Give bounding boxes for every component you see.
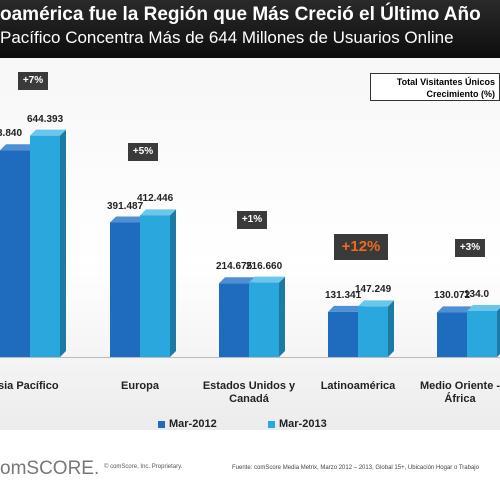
data-label: 134.0 — [464, 288, 490, 300]
bar-chart — [0, 129, 500, 358]
brand-logo: omSCORE. — [0, 458, 100, 479]
category-label-line: Europa — [121, 380, 159, 392]
bar — [30, 135, 60, 357]
bar-top — [437, 306, 473, 313]
legend-label-series1: Mar-2012 — [169, 418, 217, 430]
page-title: oamérica fue la Región que Más Creció el… — [0, 4, 481, 25]
copyright-text: © comScore, Inc. Proprietary. — [104, 464, 183, 470]
bar — [140, 215, 170, 357]
growth-badge: +3% — [455, 238, 485, 257]
bar-top — [249, 276, 285, 283]
data-label: 147.249 — [355, 284, 392, 296]
bar — [328, 311, 358, 357]
category-label-line: Canadá — [229, 393, 269, 405]
bar-top — [140, 209, 176, 216]
category-label: Estados Unidos y Canadá — [194, 380, 304, 406]
legend-item-series1: Mar-2012 — [158, 418, 217, 430]
bar-side — [279, 276, 285, 357]
growth-badge: +12% — [334, 234, 388, 261]
category-label: Medio Oriente - África — [410, 380, 500, 406]
bar — [0, 150, 30, 357]
category-label-line: Latinoamérica — [320, 380, 396, 392]
bar — [110, 222, 140, 357]
page-subtitle: Pacífico Concentra Más de 644 Millones d… — [0, 28, 454, 47]
bar-side — [497, 307, 500, 357]
bar — [467, 310, 497, 357]
growth-badge: +1% — [237, 210, 267, 229]
legend-item-series2: Mar-2013 — [268, 418, 327, 430]
bar-side — [388, 300, 394, 357]
bar-top — [467, 304, 500, 311]
bar — [249, 282, 279, 357]
category-label-line: Medio Oriente - — [419, 380, 500, 392]
category-label-line: sia Pacífico — [0, 380, 59, 392]
legend-swatch-series1 — [158, 420, 165, 428]
growth-badge: +5% — [128, 143, 158, 162]
category-label: sia Pacífico — [0, 380, 78, 393]
header-banner: oamérica fue la Región que Más Creció el… — [0, 0, 500, 58]
bar-top — [110, 216, 146, 223]
bar-top — [358, 300, 394, 307]
bar-top — [30, 129, 66, 136]
bar-top — [219, 277, 255, 284]
data-label: 216.660 — [246, 260, 283, 272]
legend-box-line2: Crecimiento (%) — [426, 89, 495, 99]
data-label: 130.072 — [434, 290, 471, 302]
legend-box-line1: Total Visitantes Únicos — [396, 77, 495, 87]
category-label-line: África — [444, 393, 476, 405]
category-label-line: Estados Unidos y — [202, 380, 296, 392]
data-label: 644.393 — [27, 113, 64, 125]
bar-side — [170, 209, 176, 357]
bar-side — [60, 129, 66, 357]
footer: omSCORE. © comScore, Inc. Proprietary. F… — [0, 452, 500, 484]
data-label: 391.487 — [107, 200, 144, 212]
data-label: 3.840 — [0, 128, 23, 140]
bar — [219, 283, 249, 357]
data-label: 412.446 — [137, 193, 174, 205]
chart-panel — [0, 58, 500, 430]
legend-swatch-series2 — [268, 420, 275, 428]
legend-label-series2: Mar-2013 — [279, 418, 327, 430]
bar-top — [0, 144, 36, 151]
category-label: Latinoamérica — [303, 380, 413, 393]
source-text: Fuente: comScore Media Metrix, Marzo 201… — [232, 465, 479, 471]
category-label: Europa — [85, 380, 195, 393]
bar — [437, 312, 467, 357]
data-label: 131.341 — [325, 289, 362, 301]
data-label: 214.675 — [216, 261, 253, 273]
bar — [358, 306, 388, 357]
growth-badge: +7% — [18, 72, 48, 90]
bar-top — [328, 305, 364, 312]
legend-box: Total Visitantes Únicos Crecimiento (%) — [370, 73, 500, 101]
